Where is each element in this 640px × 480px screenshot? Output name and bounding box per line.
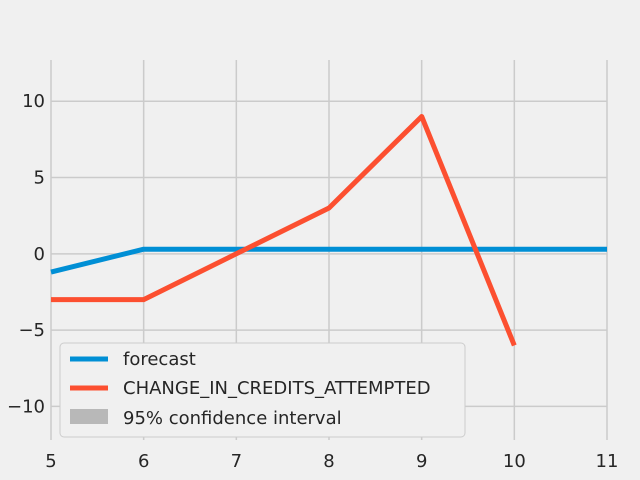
x-tick-label: 7 [231, 451, 242, 472]
legend-label-forecast: forecast [123, 349, 196, 370]
x-axis-ticks: 5 6 7 8 9 10 11 [45, 451, 618, 472]
legend-label-change-in-credits-attempted: CHANGE_IN_CREDITS_ATTEMPTED [123, 378, 431, 399]
y-tick-label: −5 [18, 320, 45, 341]
x-tick-label: 10 [503, 451, 526, 472]
series-line-change-in-credits-attempted [51, 114, 517, 347]
legend-label-confidence-interval: 95% confidence interval [123, 408, 342, 429]
x-tick-label: 8 [323, 451, 334, 472]
y-tick-label: 5 [34, 168, 45, 189]
series-line-forecast [50, 246, 607, 275]
legend-box [59, 342, 466, 438]
y-tick-label: 10 [22, 91, 45, 112]
y-tick-label: −10 [7, 396, 45, 417]
legend-swatch-confidence-interval [70, 409, 108, 424]
x-tick-label: 6 [138, 451, 149, 472]
series-lines [50, 114, 607, 347]
x-tick-label: 5 [45, 451, 56, 472]
y-axis-ticks: 10 5 0 −5 −10 [7, 91, 45, 417]
y-tick-label: 0 [34, 244, 45, 265]
legend: forecast CHANGE_IN_CREDITS_ATTEMPTED 95%… [59, 342, 466, 438]
x-tick-label: 9 [416, 451, 427, 472]
x-tick-label: 11 [596, 451, 619, 472]
